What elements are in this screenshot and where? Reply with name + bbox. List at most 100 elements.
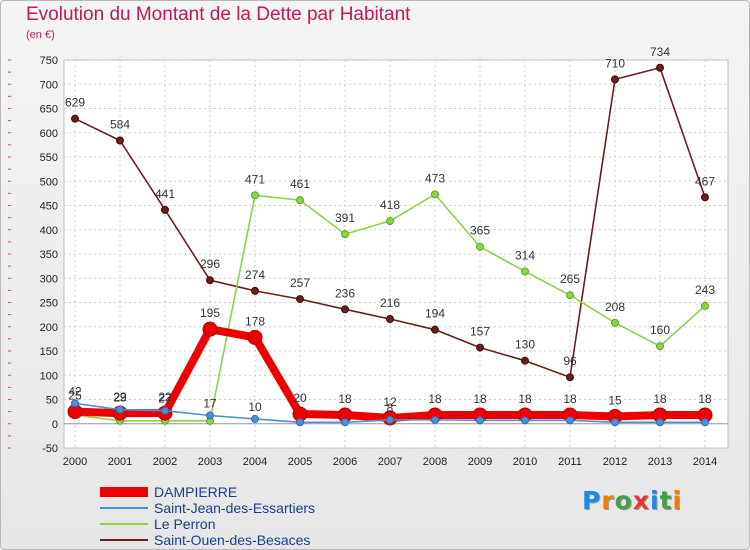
data-point [611, 75, 619, 84]
data-label: 296 [200, 257, 220, 271]
data-point [247, 329, 263, 345]
data-point [611, 318, 619, 327]
data-point [296, 196, 304, 205]
x-tick-label: 2011 [558, 456, 582, 468]
data-point [701, 418, 709, 427]
data-point [341, 418, 349, 427]
unit-label: (en €) [26, 29, 55, 41]
data-point [251, 414, 259, 423]
data-label: 471 [245, 172, 265, 186]
data-label: 42 [68, 384, 82, 398]
x-tick-label: 2013 [648, 456, 672, 468]
y-tick-label: 0 [52, 419, 58, 431]
data-point [611, 418, 619, 427]
data-point [566, 373, 574, 382]
data-label: 15 [608, 393, 622, 407]
y-tick-label: 250 [40, 298, 58, 310]
data-point [341, 230, 349, 239]
y-tick-label: -50 [42, 443, 58, 455]
x-tick-label: 2010 [513, 456, 537, 468]
logo-letter: r [601, 486, 615, 515]
data-point [431, 415, 439, 424]
data-label: 96 [563, 354, 577, 368]
data-point [202, 321, 218, 337]
legend-swatch [100, 507, 148, 509]
data-label: 473 [425, 171, 445, 185]
data-label: 584 [110, 118, 130, 132]
legend-label: Saint-Jean-des-Essartiers [154, 500, 316, 516]
data-label: 27 [158, 392, 172, 406]
data-label: 629 [65, 96, 85, 110]
y-tick-label: 700 [40, 79, 58, 91]
y-tick-label: 50 [46, 395, 58, 407]
data-point [296, 418, 304, 427]
y-tick-label: 600 [40, 128, 58, 140]
data-point [386, 217, 394, 226]
y-tick-label: 750 [40, 55, 58, 67]
data-label: 257 [290, 276, 310, 290]
data-point [251, 191, 259, 200]
data-label: 157 [470, 325, 490, 339]
data-point [386, 314, 394, 323]
data-label: 160 [650, 323, 670, 337]
legend-label: Saint-Ouen-des-Besaces [154, 532, 311, 548]
data-point [701, 193, 709, 202]
data-label: 265 [560, 272, 580, 286]
logo-letter: P [582, 486, 602, 515]
logo-letter: o [614, 486, 633, 515]
data-point [341, 305, 349, 314]
data-point [296, 295, 304, 304]
y-tick-label: 650 [40, 104, 58, 116]
x-tick-label: 2005 [288, 456, 312, 468]
data-label: 18 [653, 392, 667, 406]
data-label: 467 [695, 174, 715, 188]
legend-label: Le Perron [154, 516, 216, 532]
x-tick-label: 2000 [63, 456, 87, 468]
data-label: 18 [428, 392, 442, 406]
legend-label: DAMPIERRE [154, 484, 238, 500]
data-label: 236 [335, 286, 355, 300]
data-label: 17 [203, 397, 217, 411]
data-label: 365 [470, 224, 490, 238]
data-point [251, 286, 259, 295]
data-label: 20 [293, 391, 307, 405]
y-tick-label: 150 [40, 346, 58, 358]
x-tick-label: 2003 [198, 456, 222, 468]
data-point [386, 415, 394, 424]
y-tick-label: 400 [40, 225, 58, 237]
data-point [116, 405, 124, 414]
data-point [566, 416, 574, 425]
data-point [431, 190, 439, 199]
data-label: 22 [158, 390, 172, 404]
data-label: 8 [387, 401, 394, 415]
x-tick-label: 2014 [693, 456, 717, 468]
data-label: 216 [380, 296, 400, 310]
data-label: 10 [248, 400, 262, 414]
data-label: 18 [473, 392, 487, 406]
chart-title: Evolution du Montant de la Dette par Hab… [26, 4, 411, 25]
data-point [206, 276, 214, 285]
data-point [476, 242, 484, 251]
data-label: 461 [290, 177, 310, 191]
data-label: 178 [245, 314, 265, 328]
data-point [701, 301, 709, 310]
legend-swatch [100, 523, 148, 525]
data-point [71, 114, 79, 123]
data-label: 195 [200, 306, 220, 320]
data-point [431, 325, 439, 334]
data-label: 29 [113, 391, 127, 405]
data-point [476, 416, 484, 425]
data-point [656, 63, 664, 72]
data-label: 418 [380, 198, 400, 212]
data-label: 22 [113, 390, 127, 404]
data-point [161, 406, 169, 415]
data-point [521, 267, 529, 276]
x-tick-label: 2004 [243, 456, 267, 468]
y-tick-label: 350 [40, 249, 58, 261]
data-label: 734 [650, 45, 670, 59]
y-tick-label: 450 [40, 201, 58, 213]
data-label: 710 [605, 56, 625, 70]
data-label: 243 [695, 283, 715, 297]
y-tick-label: 300 [40, 273, 58, 285]
